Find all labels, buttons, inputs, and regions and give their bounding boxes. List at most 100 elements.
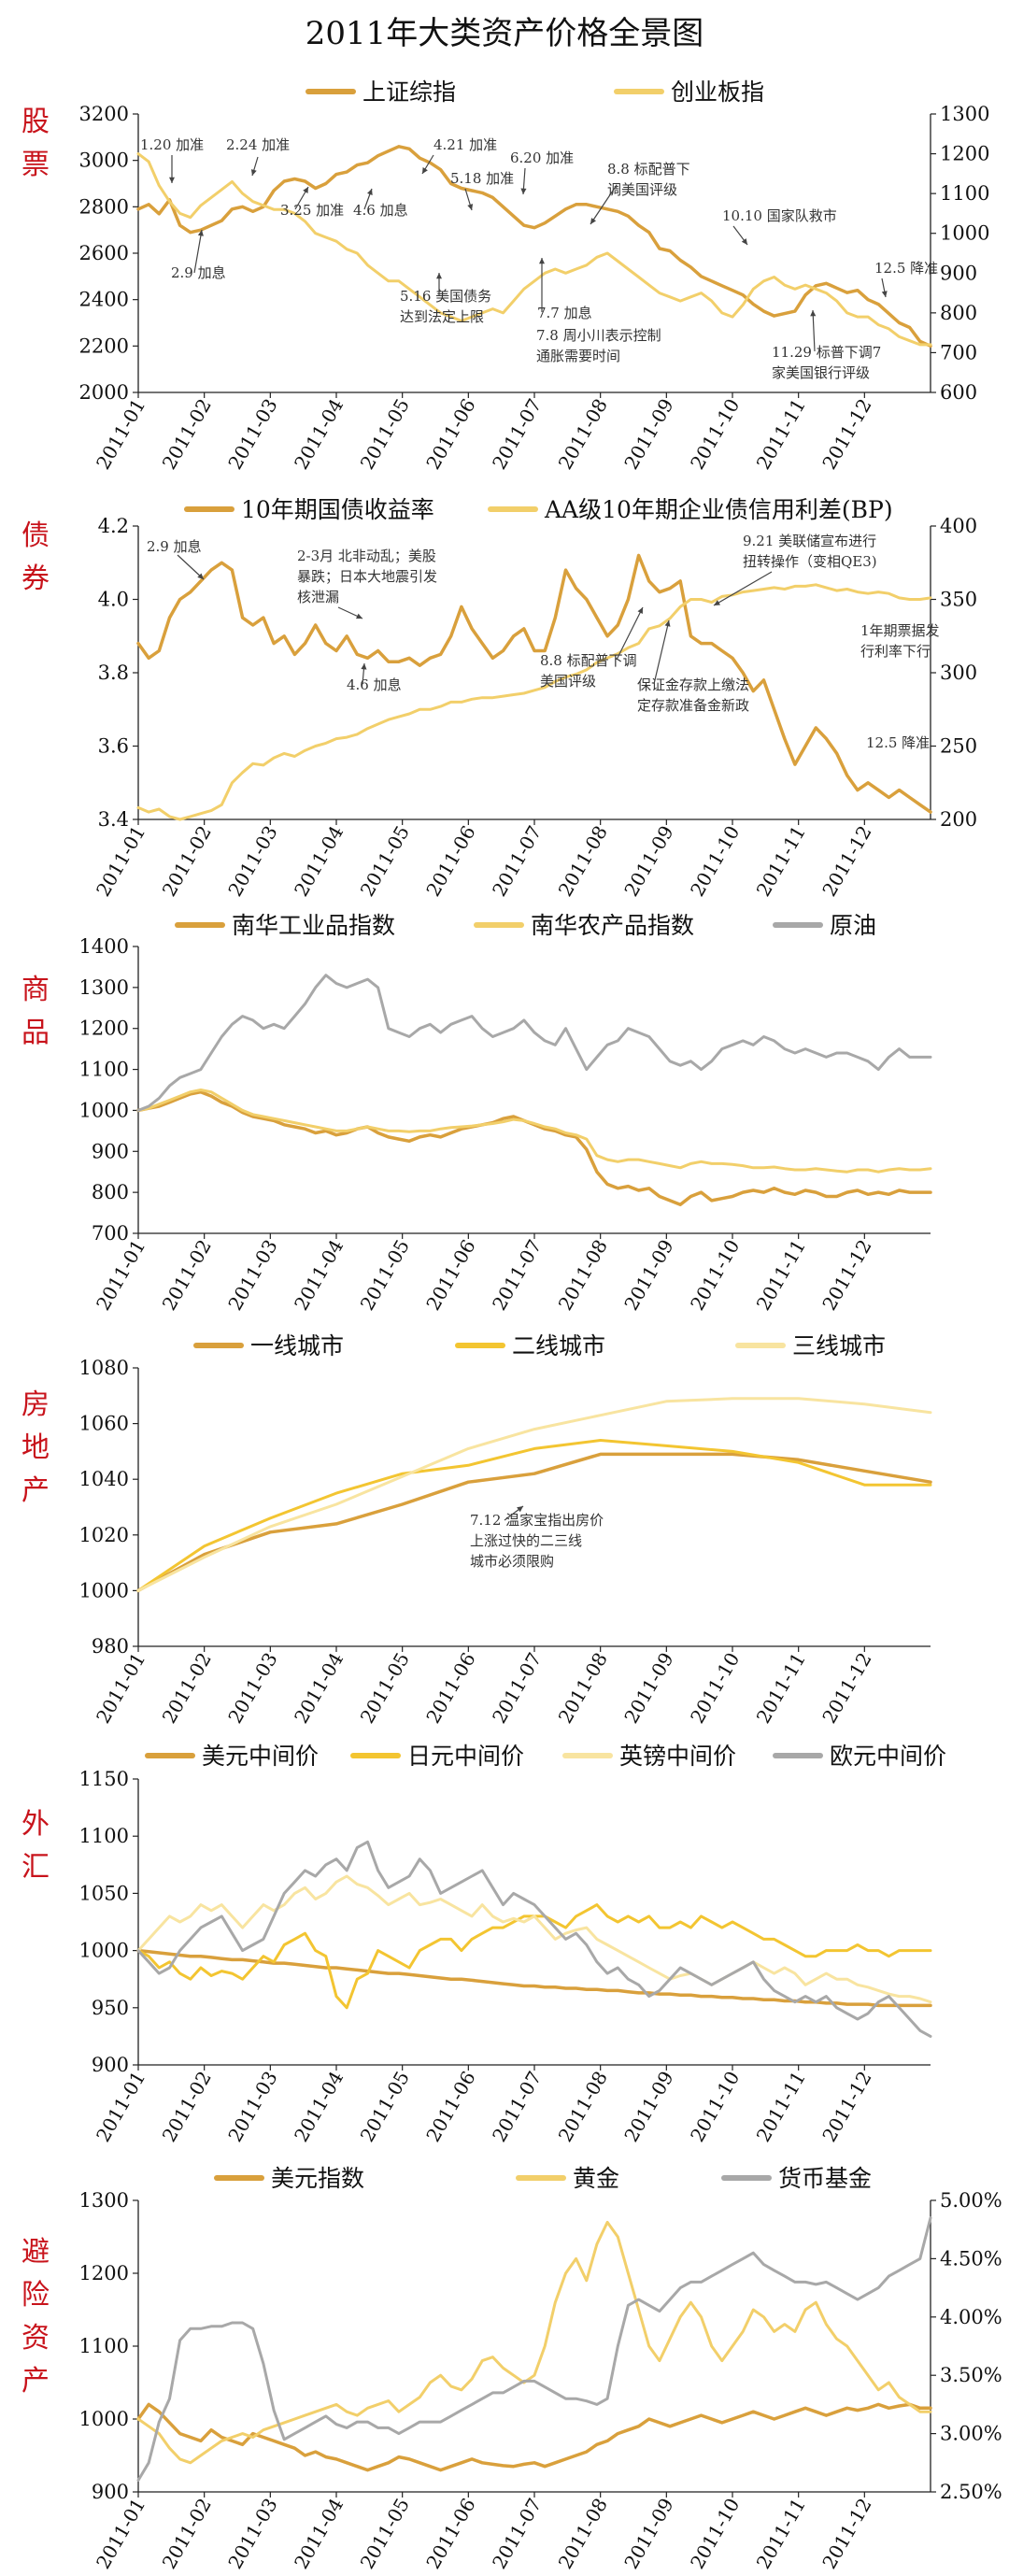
- y-tick-label: 3.8: [98, 662, 129, 684]
- y-tick-label: 1100: [79, 1059, 129, 1081]
- section-label-char: 险: [21, 2279, 50, 2312]
- x-tick-label: 2011-03: [223, 2495, 281, 2573]
- y-tick-label: 1400: [79, 935, 129, 958]
- x-tick-label: 2011-08: [554, 1236, 612, 1315]
- series-line-3: [136, 1397, 932, 1592]
- y-tick-label: 1000: [79, 1940, 129, 1962]
- x-tick-label: 2011-02: [158, 2495, 216, 2573]
- y-tick-label: 1000: [79, 1099, 129, 1121]
- x-tick-label: 2011-01: [92, 1649, 149, 1728]
- legend-label: 上证综指: [362, 78, 456, 106]
- y2-tick-label: 1100: [940, 182, 989, 205]
- x-tick-label: 2011-08: [554, 822, 612, 901]
- annotation-arrowhead: [436, 273, 442, 279]
- annotation-arrow: [193, 229, 203, 274]
- x-tick-label: 2011-11: [752, 2068, 810, 2146]
- annotation-text: 4.6 加息: [347, 676, 402, 693]
- x-tick-label: 2011-01: [92, 395, 149, 474]
- annotation-text: 8.8 标配普下: [607, 161, 690, 178]
- annotation-arrow: [590, 184, 618, 225]
- legend-label: 二线城市: [512, 1332, 605, 1359]
- annotation-arrowhead: [250, 169, 257, 176]
- y-tick-label: 3000: [79, 149, 129, 172]
- legend-label: 南华工业品指数: [232, 912, 395, 939]
- x-tick-label: 2011-03: [223, 1236, 281, 1315]
- x-tick-label: 2011-12: [817, 822, 875, 901]
- x-tick-label: 2011-04: [290, 2068, 348, 2146]
- series-line-2: [136, 583, 932, 821]
- x-tick-label: 2011-03: [223, 822, 281, 901]
- annotation-arrowhead: [664, 620, 671, 627]
- x-tick-label: 2011-04: [290, 395, 348, 474]
- series-line-3: [136, 1874, 932, 2004]
- series-line-3: [136, 974, 932, 1112]
- annotation-arrowhead: [539, 258, 545, 264]
- annotation-text: 通胀需要时间: [536, 348, 620, 364]
- annotation-text: 核泄漏: [297, 589, 339, 605]
- x-tick-label: 2011-01: [92, 1236, 149, 1315]
- y-tick-label: 1200: [79, 1018, 129, 1040]
- annotation-text: 城市必须限购: [470, 1553, 554, 1570]
- x-tick-label: 2011-04: [290, 1649, 348, 1728]
- annotation-text: 行利率下行: [860, 643, 931, 660]
- y-tick-label: 3.4: [98, 808, 129, 831]
- annotation-text: 10.10 国家队救市: [722, 207, 837, 224]
- series-line-4: [136, 1840, 932, 2038]
- y-tick-label: 900: [92, 1140, 129, 1162]
- annotation-arrowhead: [520, 188, 527, 194]
- y2-tick-label: 800: [940, 302, 977, 324]
- annotation-arrow: [713, 571, 773, 606]
- y-tick-label: 4.0: [98, 589, 129, 611]
- x-tick-label: 2011-06: [421, 2068, 479, 2146]
- annotation-text: 7.12 温家宝指出房价: [470, 1512, 604, 1529]
- y-tick-label: 700: [92, 1222, 129, 1245]
- chart-stocks: 2000 2200 2400 2600 2800 3000 3200 600 700 800 900…: [21, 78, 989, 473]
- annotation-arrowhead: [197, 573, 204, 579]
- y-tick-label: 2000: [79, 381, 129, 404]
- x-tick-label: 2011-10: [686, 822, 744, 901]
- y-tick-label: 2400: [79, 289, 129, 311]
- series-line-2: [136, 2220, 932, 2465]
- annotation-text: 12.5 降准: [866, 734, 930, 751]
- section-label-char: 避: [21, 2236, 50, 2269]
- annotation-text: 8.8 标配普下调: [540, 652, 637, 669]
- x-tick-label: 2011-10: [686, 395, 744, 474]
- y2-tick-label: 1300: [940, 103, 989, 125]
- annotation-text: 2.9 加息: [147, 538, 202, 555]
- x-tick-label: 2011-08: [554, 395, 612, 474]
- x-tick-label: 2011-10: [686, 1649, 744, 1728]
- annotation-text: 2.9 加息: [171, 264, 226, 281]
- x-tick-label: 2011-03: [223, 2068, 281, 2146]
- x-tick-label: 2011-04: [290, 2495, 348, 2573]
- x-tick-label: 2011-07: [488, 822, 546, 901]
- legend-label: 三线城市: [792, 1332, 886, 1359]
- section-label-char: 券: [21, 562, 50, 595]
- series-line-2: [136, 1439, 932, 1592]
- annotation-text: 调美国评级: [607, 181, 677, 198]
- annotation-arrowhead: [303, 187, 308, 193]
- x-tick-label: 2011-02: [158, 395, 216, 474]
- x-tick-label: 2011-05: [356, 395, 414, 474]
- section-label-char: 外: [21, 1808, 50, 1841]
- y-tick-label: 3200: [79, 103, 129, 125]
- section-label-char: 股: [21, 106, 50, 138]
- annotation-text: 上涨过快的二三线: [470, 1532, 582, 1549]
- y-tick-label: 1300: [79, 976, 129, 999]
- x-tick-label: 2011-07: [488, 1236, 546, 1315]
- series-line-1: [136, 2402, 932, 2472]
- annotation-arrowhead: [467, 204, 474, 210]
- x-tick-label: 2011-09: [619, 2068, 677, 2146]
- annotation-text: 7.7 加息: [537, 305, 592, 321]
- section-label-char: 产: [21, 2365, 50, 2398]
- section-label-char: 资: [21, 2322, 50, 2355]
- x-tick-label: 2011-11: [752, 2495, 810, 2573]
- annotation-text: 5.16 美国债务: [400, 288, 491, 305]
- annotation-text: 7.8 周小川表示控制: [536, 327, 661, 344]
- x-tick-label: 2011-09: [619, 822, 677, 901]
- y-tick-label: 980: [92, 1635, 129, 1658]
- y-tick-label: 1000: [79, 2408, 129, 2430]
- section-label-char: 商: [21, 974, 50, 1006]
- section-label-char: 品: [21, 1017, 50, 1049]
